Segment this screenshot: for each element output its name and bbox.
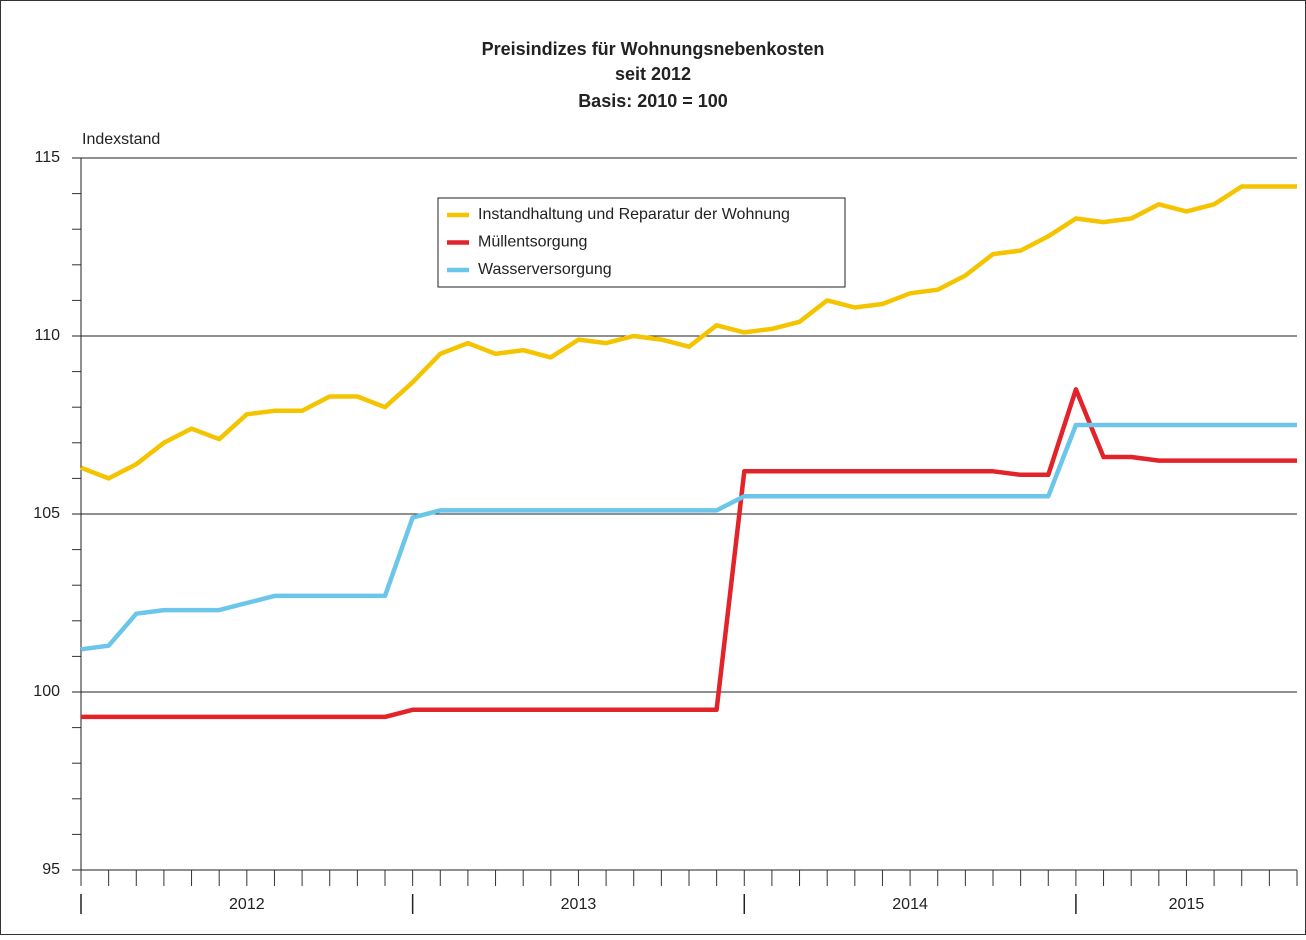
y-axis-label: Indexstand [82,131,160,148]
y-tick-label: 110 [34,327,60,344]
chart-subtitle: Basis: 2010 = 100 [578,91,728,111]
series-line [80,422,1297,652]
y-tick-label: 115 [34,149,60,166]
x-tick-label: 2014 [892,896,928,913]
x-tick-label: 2015 [1169,896,1205,913]
x-tick-label: 2013 [561,896,597,913]
chart-subtitle: seit 2012 [615,64,691,84]
y-tick-label: 100 [33,683,60,700]
chart-title: Preisindizes für Wohnungsnebenkosten [482,39,825,59]
x-tick-label: 2012 [229,896,265,913]
legend-box [437,197,846,288]
y-tick-label: 105 [33,505,60,522]
legend-label: Instandhaltung und Reparatur der Wohnung [478,206,790,223]
legend-label: Müllentsorgung [478,234,587,251]
legend-label: Wasserversorgung [478,261,612,278]
series-line [80,184,1297,481]
series-line [81,387,1297,720]
y-tick-label: 95 [42,861,60,878]
